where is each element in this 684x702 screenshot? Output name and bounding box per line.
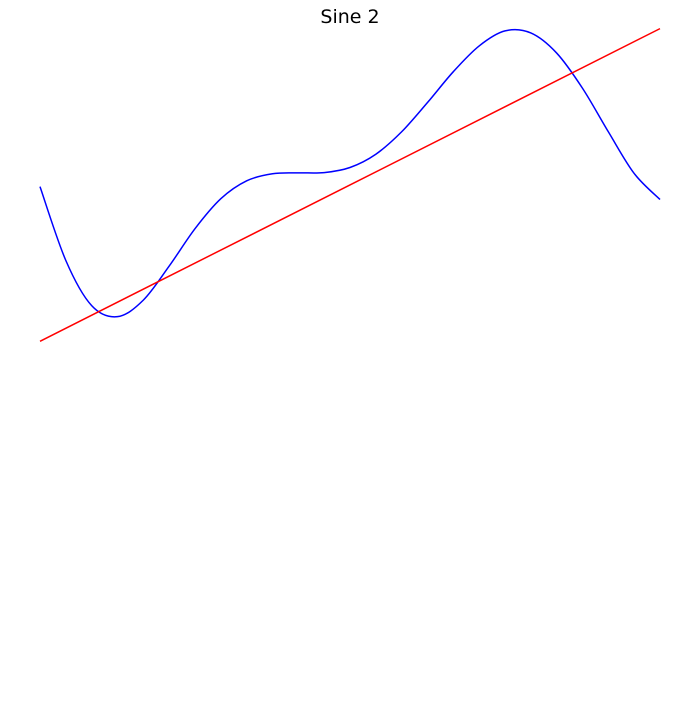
chart-title: Sine 2 (320, 6, 380, 28)
series-line-curve (39, 28, 661, 318)
series-line-trend (39, 27, 661, 342)
